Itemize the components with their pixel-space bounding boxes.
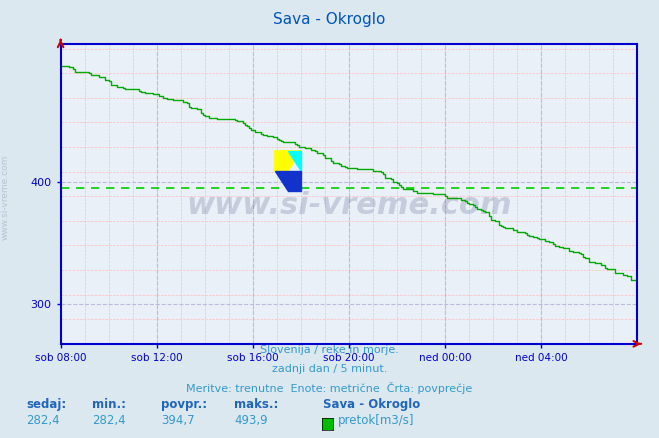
Text: povpr.:: povpr.: <box>161 398 208 411</box>
Text: zadnji dan / 5 minut.: zadnji dan / 5 minut. <box>272 364 387 374</box>
Text: Meritve: trenutne  Enote: metrične  Črta: povprečje: Meritve: trenutne Enote: metrične Črta: … <box>186 382 473 394</box>
Text: Sava - Okroglo: Sava - Okroglo <box>273 12 386 27</box>
Polygon shape <box>288 151 301 171</box>
Text: www.si-vreme.com: www.si-vreme.com <box>1 155 10 240</box>
Polygon shape <box>275 151 301 171</box>
Polygon shape <box>275 151 288 171</box>
Text: 493,9: 493,9 <box>234 413 268 427</box>
Text: Sava - Okroglo: Sava - Okroglo <box>323 398 420 411</box>
Text: 394,7: 394,7 <box>161 413 195 427</box>
Text: Slovenija / reke in morje.: Slovenija / reke in morje. <box>260 345 399 355</box>
Text: pretok[m3/s]: pretok[m3/s] <box>337 413 414 427</box>
Text: 282,4: 282,4 <box>26 413 60 427</box>
Text: min.:: min.: <box>92 398 127 411</box>
Polygon shape <box>275 171 301 191</box>
Text: sedaj:: sedaj: <box>26 398 67 411</box>
Text: www.si-vreme.com: www.si-vreme.com <box>186 191 512 220</box>
Text: maks.:: maks.: <box>234 398 278 411</box>
Text: 282,4: 282,4 <box>92 413 126 427</box>
